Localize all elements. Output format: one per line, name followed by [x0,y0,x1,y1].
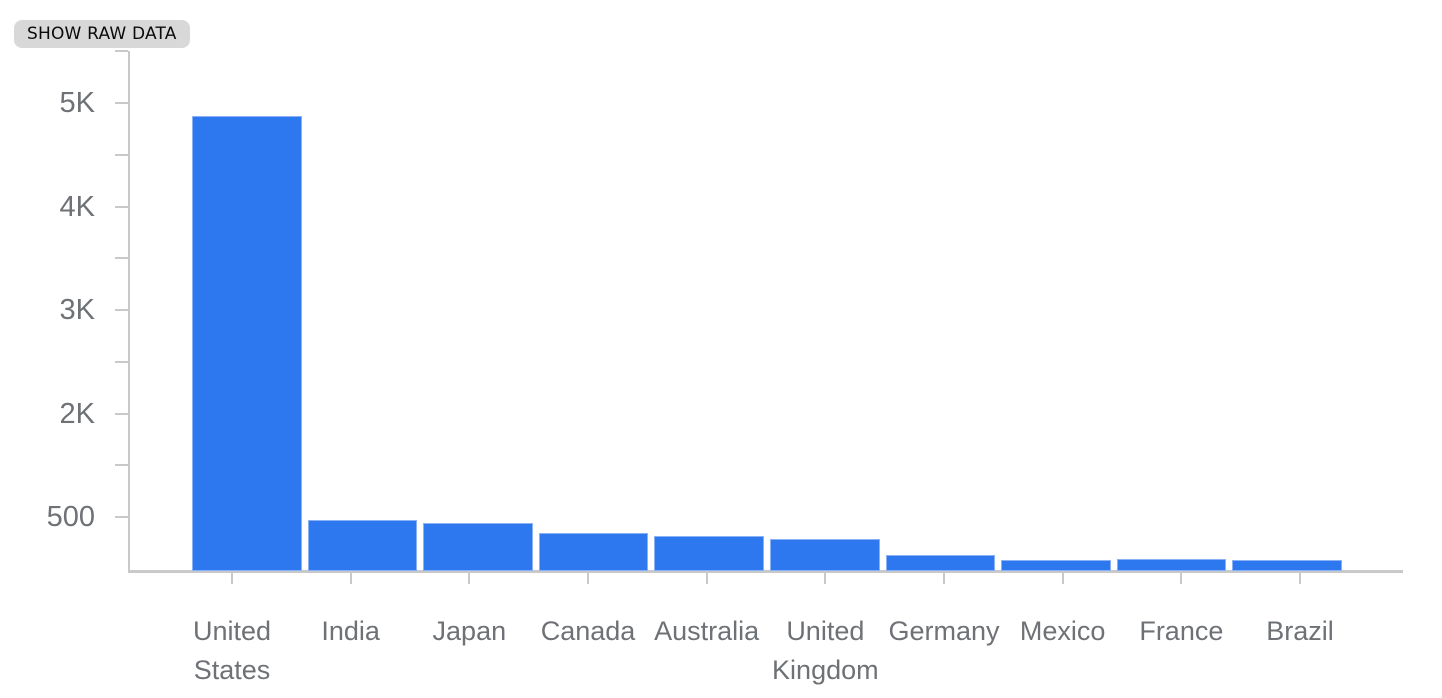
y-axis-label: 2K [59,397,95,430]
bar-united-kingdom[interactable] [770,539,880,571]
bar-germany[interactable] [885,555,996,571]
y-tick [115,516,128,519]
x-axis-label: Brazil [1266,616,1334,646]
y-tick [115,50,128,53]
x-axis-label: Canada [540,616,636,646]
y-tick [115,464,128,467]
x-axis-label: United States [192,616,272,685]
x-tick [587,572,589,584]
x-tick [1180,572,1183,584]
y-tick [115,205,128,208]
x-axis-line [128,569,1403,573]
bar-france[interactable] [1116,559,1227,571]
y-axis-label: 5K [59,87,95,120]
y-axis-label: 4K [59,190,95,223]
x-tick [705,572,708,584]
x-axis-label: Japan [432,616,507,646]
y-tick [115,257,128,260]
y-tick [115,412,128,415]
x-axis-label: Australia [654,616,760,646]
y-tick [115,153,128,156]
y-axis-label: 500 [46,501,95,534]
y-axis-label: 3K [59,294,95,327]
x-axis-label: Germany [888,616,1000,646]
bar-brazil[interactable] [1232,559,1342,571]
x-tick [943,572,946,584]
x-tick [824,572,827,584]
bar-india[interactable] [307,520,418,571]
y-tick [115,360,128,363]
x-axis-label: Mexico [1019,616,1106,646]
show-raw-data-button[interactable]: SHOW RAW DATA [14,20,190,48]
x-axis-label: India [321,616,380,646]
y-tick [115,309,128,312]
x-tick [468,572,471,584]
y-tick [115,102,128,105]
bar-united-states[interactable] [192,115,302,571]
bar-mexico[interactable] [1001,559,1111,571]
x-tick [1299,572,1302,584]
x-axis-label: France [1139,616,1224,646]
x-tick [349,572,352,584]
x-axis-label: United Kingdom [772,616,879,685]
bar-canada[interactable] [538,533,649,571]
bar-australia[interactable] [654,536,764,571]
y-axis-line [128,51,130,573]
bar-japan[interactable] [423,523,533,571]
x-tick [1061,572,1064,584]
x-tick [231,572,233,584]
